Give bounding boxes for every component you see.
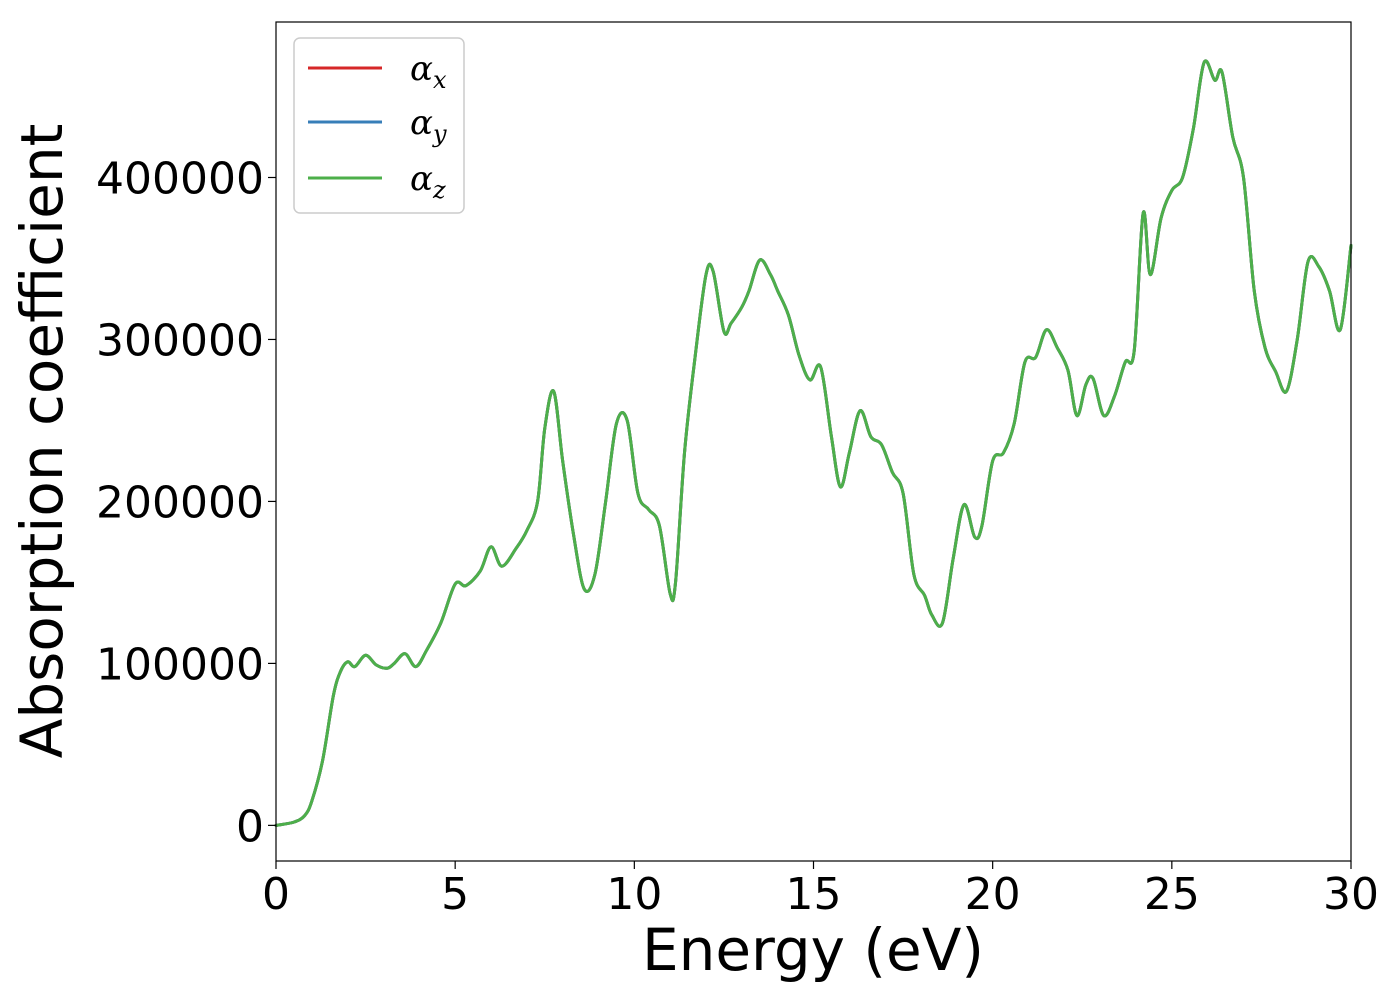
x-axis-title: Energy (eV) [642,916,984,984]
legend-symbol: α [410,159,433,199]
x-tick-label: 30 [1323,869,1379,920]
y-axis-title: Absorption coefficient [8,124,76,759]
y-tick-label: 300000 [96,315,264,366]
series-line-3 [274,59,1353,827]
legend-label: αx [410,49,447,94]
legend-symbol: α [410,49,433,89]
legend-subscript: z [432,176,446,204]
x-tick-label: 5 [441,869,469,920]
legend-label: αz [410,159,446,204]
y-tick-label: 400000 [96,153,264,204]
y-tick-label: 100000 [96,639,264,690]
x-axis: 0 5 10 15 20 25 30 [262,861,1379,920]
legend-symbol: α [410,103,433,143]
legend-box [293,37,465,214]
y-axis: 0 100000 200000 300000 400000 [96,153,276,852]
x-tick-label: 25 [1144,869,1200,920]
x-tick-label: 0 [262,869,290,920]
y-tick-label: 200000 [96,477,264,528]
series-layer [274,59,1353,827]
x-tick-label: 10 [606,869,662,920]
x-tick-label: 20 [965,869,1021,920]
y-tick-label: 0 [236,801,264,852]
legend-subscript: x [433,66,447,94]
legend-subscript: y [432,120,447,148]
legend-label: αy [410,103,447,148]
x-tick-label: 15 [786,869,842,920]
